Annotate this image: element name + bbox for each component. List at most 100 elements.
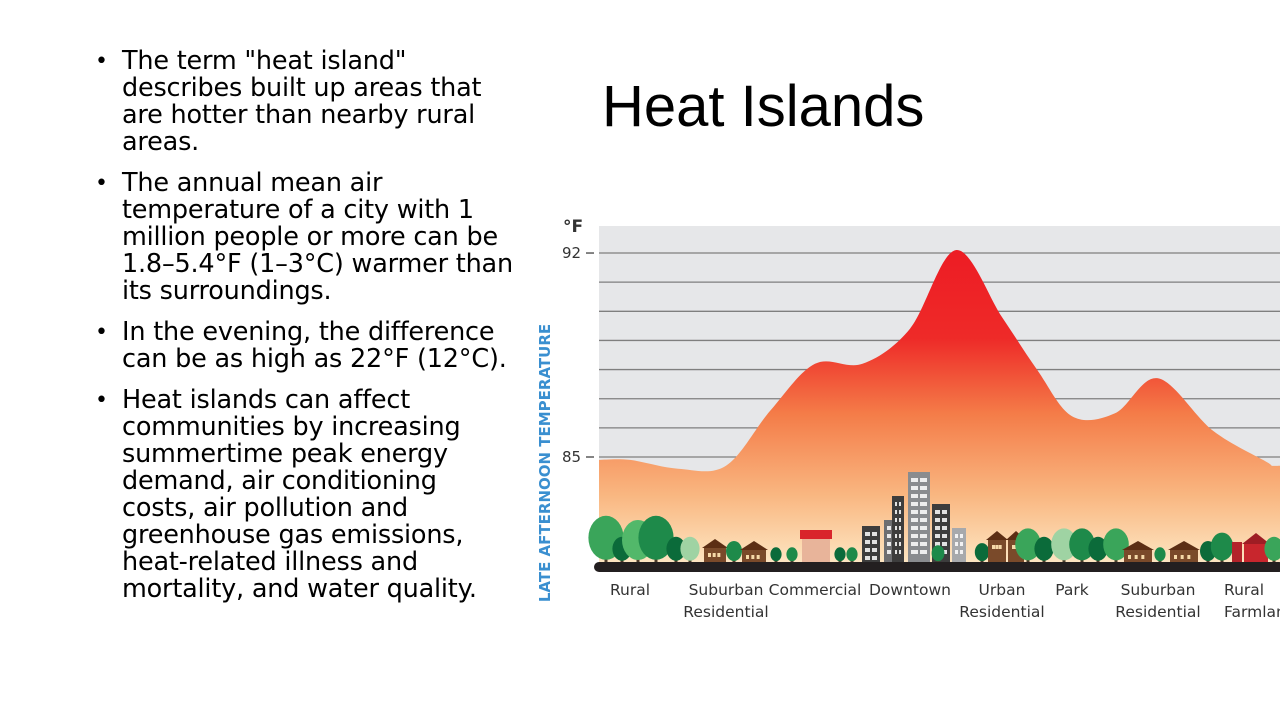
house-body (988, 540, 1006, 562)
building-window (911, 542, 918, 546)
house-window (998, 545, 1002, 549)
building-window (872, 540, 877, 544)
building-window (942, 526, 947, 530)
house-window (712, 553, 716, 557)
house-window (708, 553, 711, 557)
building-window (920, 494, 927, 498)
house-roof (702, 539, 728, 548)
building-window (920, 518, 927, 522)
category-label: Rural (610, 581, 650, 599)
y-axis-label: LATE AFTERNOON TEMPERATURE (536, 324, 554, 602)
tree-icon (1034, 536, 1054, 562)
tree-icon (1103, 528, 1129, 562)
building-window (895, 542, 897, 546)
building-window (942, 518, 947, 522)
house-window (1141, 555, 1145, 559)
building-window (920, 478, 927, 482)
building-window (920, 550, 927, 554)
tree-icon (931, 545, 945, 562)
barn-icon (1232, 533, 1270, 562)
house-window (992, 545, 995, 549)
building-window (960, 542, 963, 546)
building-window (942, 550, 947, 554)
tree-crown (1103, 528, 1129, 561)
building-window (887, 542, 891, 546)
commercial-roof (800, 530, 832, 539)
tree-crown (846, 547, 858, 562)
category-label: Suburban (1121, 581, 1196, 599)
tree-icon (846, 547, 858, 562)
building-window (935, 526, 940, 530)
house-icon (740, 541, 768, 562)
category-label: Park (1055, 581, 1089, 599)
house-window (995, 545, 999, 549)
tree-crown (834, 547, 846, 562)
tree-icon (680, 536, 700, 562)
commercial-body (802, 538, 830, 562)
building-window (942, 542, 947, 546)
building-window (920, 542, 927, 546)
house-icon (1122, 541, 1154, 562)
tree-crown (680, 536, 700, 561)
building-window (895, 550, 897, 554)
building-window (942, 510, 947, 514)
tree-crown (1088, 536, 1108, 561)
house-window (717, 553, 721, 557)
tree-icon (666, 536, 686, 562)
barn-body (1244, 544, 1268, 562)
building-body (892, 496, 904, 562)
house-roof (740, 541, 768, 550)
building-window (960, 534, 963, 538)
house-window (1174, 555, 1177, 559)
house-window (1012, 545, 1015, 549)
building-window (865, 548, 870, 552)
tree-icon (1264, 536, 1280, 562)
category-label: Urban (979, 581, 1026, 599)
building-window (920, 534, 927, 538)
building-icon (862, 526, 880, 562)
building-window (920, 502, 927, 506)
y-tick-label: 92 (562, 244, 581, 262)
building-window (895, 510, 897, 514)
tree-icon (1015, 528, 1041, 562)
tree-icon (1069, 528, 1095, 562)
building-window (865, 532, 870, 536)
house-roof (1168, 541, 1200, 550)
tree-icon (726, 541, 742, 562)
category-label: Commercial (769, 581, 862, 599)
category-label: Suburban (689, 581, 764, 599)
tree-crown (1034, 536, 1054, 561)
house-icon (986, 531, 1008, 562)
building-window (911, 518, 918, 522)
building-window (935, 542, 940, 546)
barn-roof (1242, 533, 1270, 544)
tree-crown (1210, 532, 1234, 561)
building-window (872, 548, 877, 552)
house-window (1134, 555, 1138, 559)
house-window (751, 555, 755, 559)
tree-icon (1154, 547, 1166, 562)
bullet-item: Heat islands can affect communities by i… (95, 387, 515, 603)
bullet-list: The term "heat island" describes built u… (95, 48, 515, 617)
building-icon (892, 496, 904, 562)
tree-icon (638, 515, 674, 562)
building-window (955, 542, 958, 546)
silo (1232, 542, 1242, 562)
building-body (908, 472, 930, 562)
slide-title: Heat Islands (602, 74, 925, 139)
category-label: Rural (1224, 581, 1264, 599)
building-window (920, 486, 927, 490)
building-window (935, 534, 940, 538)
building-window (899, 534, 901, 538)
building-window (895, 518, 897, 522)
building-window (887, 534, 891, 538)
building-window (895, 502, 897, 506)
building-window (911, 502, 918, 506)
building-window (899, 502, 901, 506)
tree-crown (770, 547, 782, 562)
ground-line (594, 562, 1280, 572)
house-icon (1168, 541, 1200, 562)
tree-icon (834, 547, 846, 562)
temperature-area (599, 250, 1280, 565)
building-window (887, 526, 891, 530)
